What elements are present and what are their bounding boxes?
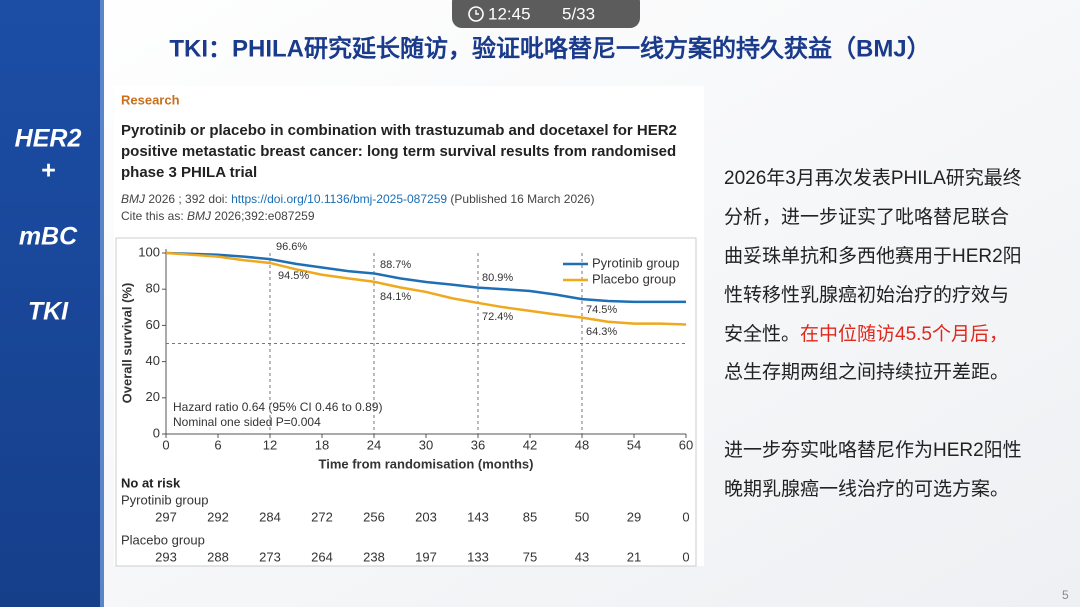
risk-count: 284 bbox=[259, 509, 281, 524]
risk-count: 0 bbox=[682, 509, 689, 524]
risk-count: 297 bbox=[155, 509, 177, 524]
annotation: 84.1% bbox=[380, 291, 411, 303]
doi-label: doi: bbox=[208, 192, 227, 206]
x-tick-label: 18 bbox=[315, 437, 329, 452]
paragraph-line: 2026年3月再次发表PHILA研究最终 bbox=[724, 167, 1022, 189]
sidebar bbox=[0, 0, 100, 607]
highlight: 在中位随访45.5个月后， bbox=[800, 323, 1008, 345]
y-tick-label: 100 bbox=[138, 244, 160, 259]
y-tick-label: 0 bbox=[153, 425, 160, 440]
risk-count: 29 bbox=[627, 509, 641, 524]
article-card bbox=[114, 86, 704, 566]
risk-count: 203 bbox=[415, 509, 437, 524]
risk-count: 197 bbox=[415, 549, 437, 564]
cite-journal: BMJ bbox=[187, 209, 212, 223]
cite-ref: 2026;392:e087259 bbox=[214, 209, 314, 223]
risk-count: 288 bbox=[207, 549, 229, 564]
paragraph-line: 总生存期两组之间持续拉开差距。 bbox=[724, 361, 1009, 383]
risk-count: 272 bbox=[311, 509, 333, 524]
cite-label: Cite this as: bbox=[121, 209, 184, 223]
risk-count: 264 bbox=[311, 549, 333, 564]
risk-group: Placebo group bbox=[121, 532, 205, 547]
x-tick-label: 30 bbox=[419, 437, 433, 452]
x-axis-label: Time from randomisation (months) bbox=[319, 456, 534, 471]
x-tick-label: 0 bbox=[162, 437, 169, 452]
x-tick-label: 48 bbox=[575, 437, 589, 452]
risk-count: 133 bbox=[467, 549, 489, 564]
clock-icon bbox=[468, 6, 484, 22]
x-tick-label: 24 bbox=[367, 437, 381, 452]
sidebar-item: + bbox=[41, 157, 56, 185]
y-axis-label: Overall survival (%) bbox=[119, 283, 134, 404]
x-tick-label: 60 bbox=[679, 437, 693, 452]
risk-group: Pyrotinib group bbox=[121, 492, 208, 507]
risk-title: No at risk bbox=[121, 475, 181, 490]
paragraph-line: 晚期乳腺癌一线治疗的可选方案。 bbox=[724, 478, 1009, 500]
risk-count: 292 bbox=[207, 509, 229, 524]
citation: BMJ 2026 ; 392 doi: https://doi.org/10.1… bbox=[121, 192, 594, 206]
stats-text: Nominal one sided P=0.004 bbox=[173, 415, 321, 429]
status-pill bbox=[452, 0, 640, 28]
x-tick-label: 36 bbox=[471, 437, 485, 452]
doi-link[interactable]: https://doi.org/10.1136/bmj-2025-087259 bbox=[231, 192, 447, 206]
paragraph-line: 性转移性乳腺癌初始治疗的疗效与 bbox=[724, 284, 1009, 306]
figure-frame bbox=[115, 237, 697, 567]
slide-title: TKI：PHILA研究延长随访，验证吡咯替尼一线方案的持久获益（BMJ） bbox=[169, 34, 930, 62]
risk-count: 273 bbox=[259, 549, 281, 564]
annotation: 94.5% bbox=[278, 270, 309, 282]
risk-count: 256 bbox=[363, 509, 385, 524]
survival-curve bbox=[165, 251, 687, 326]
clock-hand bbox=[475, 10, 479, 15]
risk-count: 75 bbox=[523, 549, 537, 564]
risk-count: 85 bbox=[523, 509, 537, 524]
risk-count: 143 bbox=[467, 509, 489, 524]
sidebar-item: mBC bbox=[19, 223, 78, 251]
volume: 2026 ; 392 bbox=[148, 192, 205, 206]
paragraph-line: 曲妥珠单抗和多西他赛用于HER2阳 bbox=[724, 245, 1022, 267]
x-tick-label: 42 bbox=[523, 437, 537, 452]
y-tick-label: 40 bbox=[146, 353, 160, 368]
journal: BMJ bbox=[121, 192, 146, 206]
risk-count: 293 bbox=[155, 549, 177, 564]
sidebar-item: HER2 bbox=[15, 125, 82, 153]
legend-label: Pyrotinib group bbox=[592, 255, 679, 270]
annotation: 96.6% bbox=[276, 241, 307, 253]
annotation: 74.5% bbox=[586, 304, 617, 316]
status-page: 5/33 bbox=[562, 4, 595, 23]
risk-count: 238 bbox=[363, 549, 385, 564]
legend-label: Placebo group bbox=[592, 271, 676, 286]
published: (Published 16 March 2026) bbox=[450, 192, 594, 206]
annotation: 80.9% bbox=[482, 272, 513, 284]
paragraph-line: 分析，进一步证实了吡咯替尼联合 bbox=[724, 206, 1009, 228]
paragraph-text: 安全性。 bbox=[724, 323, 800, 345]
article-section: Research bbox=[121, 92, 180, 107]
y-tick-label: 60 bbox=[146, 317, 160, 332]
x-tick-label: 12 bbox=[263, 437, 277, 452]
status-time: 12:45 bbox=[488, 4, 531, 23]
sidebar-edge bbox=[100, 0, 104, 607]
x-tick-label: 6 bbox=[214, 437, 221, 452]
page-number: 5 bbox=[1062, 588, 1069, 602]
article-title: positive metastatic breast cancer: long … bbox=[121, 143, 676, 160]
article-title: Pyrotinib or placebo in combination with… bbox=[121, 122, 677, 139]
stats-text: Hazard ratio 0.64 (95% CI 0.46 to 0.89) bbox=[173, 400, 382, 414]
risk-count: 0 bbox=[682, 549, 689, 564]
cite: Cite this as: BMJ 2026;392:e087259 bbox=[121, 209, 315, 223]
annotation: 64.3% bbox=[586, 326, 617, 338]
annotation: 72.4% bbox=[482, 311, 513, 323]
paragraph-line: 安全性。在中位随访45.5个月后， bbox=[724, 323, 1008, 345]
y-tick-label: 80 bbox=[146, 281, 160, 296]
survival-curve bbox=[165, 251, 686, 304]
y-tick-label: 20 bbox=[146, 389, 160, 404]
risk-count: 21 bbox=[627, 549, 641, 564]
risk-count: 43 bbox=[575, 549, 589, 564]
sidebar-item: TKI bbox=[28, 298, 69, 326]
annotation: 88.7% bbox=[380, 259, 411, 271]
x-tick-label: 54 bbox=[627, 437, 641, 452]
risk-count: 50 bbox=[575, 509, 589, 524]
article-title: phase 3 PHILA trial bbox=[121, 164, 257, 181]
paragraph-line: 进一步夯实吡咯替尼作为HER2阳性 bbox=[724, 439, 1022, 461]
